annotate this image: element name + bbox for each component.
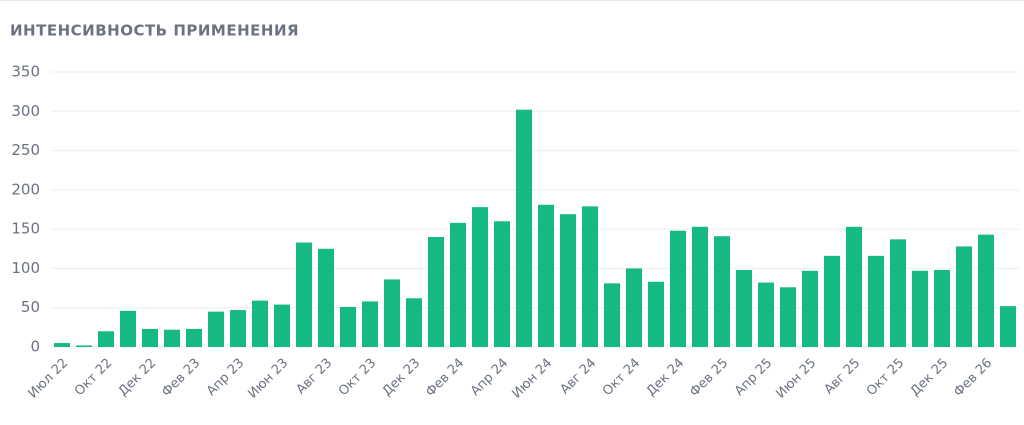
x-tick-label: Окт 22: [72, 356, 115, 399]
y-tick-label: 50: [21, 298, 40, 316]
bar: [406, 298, 422, 347]
x-tick-label: Апр 24: [468, 356, 511, 399]
bar: [582, 206, 598, 347]
bar: [164, 329, 180, 347]
bar: [802, 270, 818, 347]
bar: [890, 239, 906, 347]
bar: [98, 331, 114, 347]
x-tick-label: Фев 25: [687, 356, 731, 400]
y-tick-label: 300: [11, 102, 40, 120]
x-tick-label: Июн 23: [245, 356, 291, 402]
x-tick-label: Окт 23: [336, 356, 379, 399]
bar: [692, 226, 708, 347]
x-tick-label: Фев 23: [159, 356, 203, 400]
bar: [252, 300, 268, 347]
x-tick-label: Фев 24: [423, 356, 467, 400]
bar: [560, 214, 576, 347]
bar: [604, 283, 620, 347]
bar: [670, 230, 686, 347]
y-tick-label: 150: [11, 220, 40, 238]
bar: [208, 311, 224, 347]
y-tick-label: 350: [11, 63, 40, 81]
x-tick-label: Июл 22: [26, 356, 72, 402]
bar: [494, 221, 510, 347]
bar: [912, 270, 928, 347]
bar: [978, 234, 994, 347]
bar: [714, 236, 730, 347]
y-tick-label: 250: [11, 141, 40, 159]
x-tick-label: Авг 25: [822, 356, 864, 398]
bar: [76, 345, 92, 347]
x-tick-label: Авг 23: [294, 356, 336, 398]
bar: [780, 287, 796, 347]
x-tick-label: Дек 22: [116, 356, 160, 400]
x-tick-label: Июн 25: [773, 356, 819, 402]
bar: [296, 242, 312, 347]
x-tick-label: Июн 24: [509, 356, 555, 402]
bar: [648, 281, 664, 347]
bar: [54, 343, 70, 347]
bar: [846, 226, 862, 347]
bar: [868, 255, 884, 347]
bar: [516, 109, 532, 347]
x-tick-label: Апр 25: [732, 356, 775, 399]
bar: [230, 310, 246, 347]
x-tick-label: Фев 26: [951, 356, 995, 400]
bar: [274, 304, 290, 347]
bar: [186, 328, 202, 347]
bar: [384, 279, 400, 347]
x-tick-label: Дек 25: [908, 356, 952, 400]
y-tick-label: 0: [30, 338, 40, 356]
x-tick-label: Окт 25: [864, 356, 907, 399]
bar: [758, 282, 774, 347]
bar: [824, 255, 840, 347]
bar: [626, 268, 642, 347]
bar: [428, 237, 444, 347]
bar: [450, 222, 466, 347]
bar: [340, 306, 356, 347]
bar: [472, 207, 488, 347]
bar: [736, 270, 752, 347]
bar: [362, 301, 378, 347]
x-tick-label: Апр 23: [204, 356, 247, 399]
x-tick-label: Дек 24: [644, 356, 688, 400]
bar: [956, 246, 972, 347]
bar: [1000, 306, 1016, 347]
bar: [120, 310, 136, 347]
x-tick-label: Авг 24: [558, 356, 600, 398]
bar: [142, 328, 158, 347]
x-tick-label: Дек 23: [380, 356, 424, 400]
y-tick-label: 100: [11, 259, 40, 277]
bar: [538, 204, 554, 347]
y-tick-label: 200: [11, 180, 40, 198]
chart-title: ИНТЕНСИВНОСТЬ ПРИМЕНЕНИЯ: [10, 22, 299, 40]
bar: [318, 248, 334, 347]
bar: [934, 270, 950, 347]
x-tick-label: Окт 24: [600, 356, 643, 399]
